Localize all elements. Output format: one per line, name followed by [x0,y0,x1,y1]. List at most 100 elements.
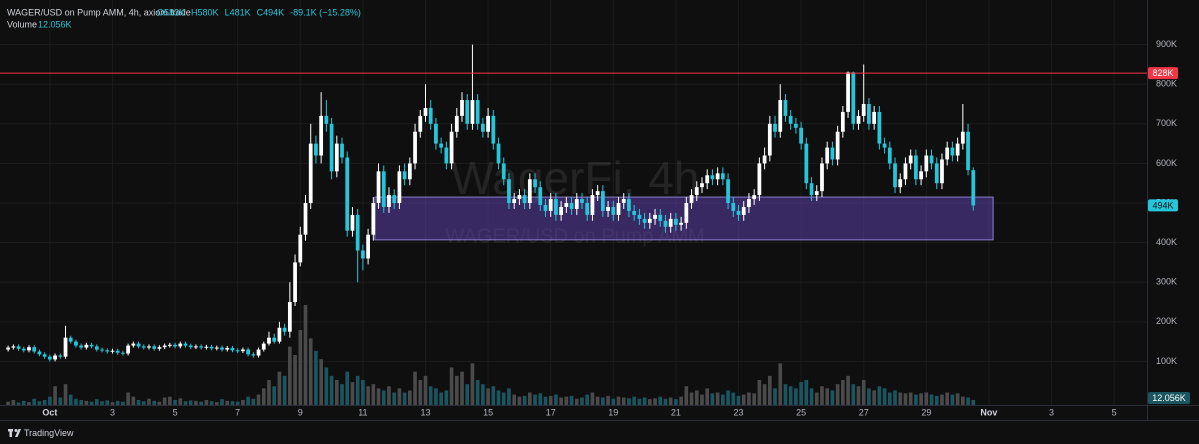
volume-bar [105,400,110,405]
volume-bar [282,375,287,405]
volume-bar [392,392,397,405]
candle-body [303,203,308,235]
volume-bar [851,384,856,405]
candle-body [194,346,198,348]
candle-body [277,327,282,342]
volume-bar [961,396,965,405]
last-price-badge [1148,199,1178,212]
volume-bar [94,399,99,405]
candle-body [387,195,391,207]
volume-bar [350,382,355,405]
candle-body [767,123,772,156]
y-tick-label: 200K [1156,316,1177,326]
volume-bar [627,398,631,405]
volume-bar [423,375,428,405]
volume-bar [747,392,751,405]
candle-body [590,195,595,215]
volume-bar [872,390,876,405]
volume-bar [861,380,866,405]
volume-bar [141,401,146,405]
volume-bar [814,392,819,405]
hline-label: 828K [1152,68,1173,78]
volume-bar [6,401,10,405]
volume-bar [334,380,339,405]
volume-bar [856,386,861,405]
candle-body [658,214,663,221]
candle-body [199,346,204,348]
candle-body [486,115,490,132]
candle-body [872,111,877,124]
volume-bar [319,359,323,405]
volume-bar [940,394,944,405]
candle-body [225,347,230,350]
candle-body [42,354,47,357]
x-tick-label: 3 [1049,407,1054,417]
candle-body [37,351,42,355]
volume-bar [647,399,652,405]
candle-body [559,206,564,215]
volume-bar [757,380,762,405]
candle-body [971,170,976,206]
volume-bar [694,390,699,405]
volume-bar [830,390,835,405]
candle-body [773,123,777,132]
volume-bar [293,355,297,405]
volume-bar [121,401,125,405]
candle-body [298,234,303,263]
candle-body [115,350,120,353]
candle-body [788,115,793,124]
candle-body [444,147,449,164]
volume-bar [449,367,454,405]
candle-body [564,203,569,207]
candle-body [110,350,115,352]
volume-bar [606,395,610,405]
candle-body [63,337,68,357]
volume-bar [799,382,803,405]
candle-body [141,346,146,348]
volume-bar [736,395,741,405]
volume-bar [413,371,417,405]
volume-bar [773,388,777,405]
volume-bar [79,400,83,405]
candle-body [407,163,412,180]
x-tick-label: 15 [483,407,493,417]
candle-body [689,195,694,204]
volume-bar [971,399,976,405]
candle-body [334,143,339,172]
candle-body [496,143,501,164]
volume-bar [11,400,16,405]
candle-body [220,347,224,350]
x-tick-label: 7 [235,407,240,417]
y-tick-label: 600K [1156,158,1177,168]
volume-bar [194,400,198,405]
candle-body [668,218,673,227]
volume-bar [251,398,256,405]
volume-bar [668,397,673,405]
candle-body [58,355,63,357]
candle-body [960,131,965,144]
volume-bar [361,380,365,405]
y-tick-label: 800K [1156,79,1177,89]
volume-bar [559,397,563,405]
volume-bar [37,401,42,405]
ohlc-value: L481K [225,7,251,17]
x-tick-label: 27 [859,407,869,417]
candle-body [475,100,480,124]
volume-bar [314,350,318,405]
candle-body [647,218,652,223]
candle-body [11,346,16,348]
candle-body [434,123,438,144]
candle-body [261,343,266,350]
volume-bar [934,395,939,405]
volume-bar [689,392,694,405]
volume-bar [538,393,543,405]
volume-bar [543,396,548,405]
volume-bar [355,375,360,405]
candle-body [230,347,235,351]
volume-bar [601,397,605,405]
volume-bar [53,386,57,405]
volume-bar [955,393,960,405]
volume-bar [731,392,736,405]
candle-body [308,143,313,204]
y-tick-label: 400K [1156,237,1177,247]
